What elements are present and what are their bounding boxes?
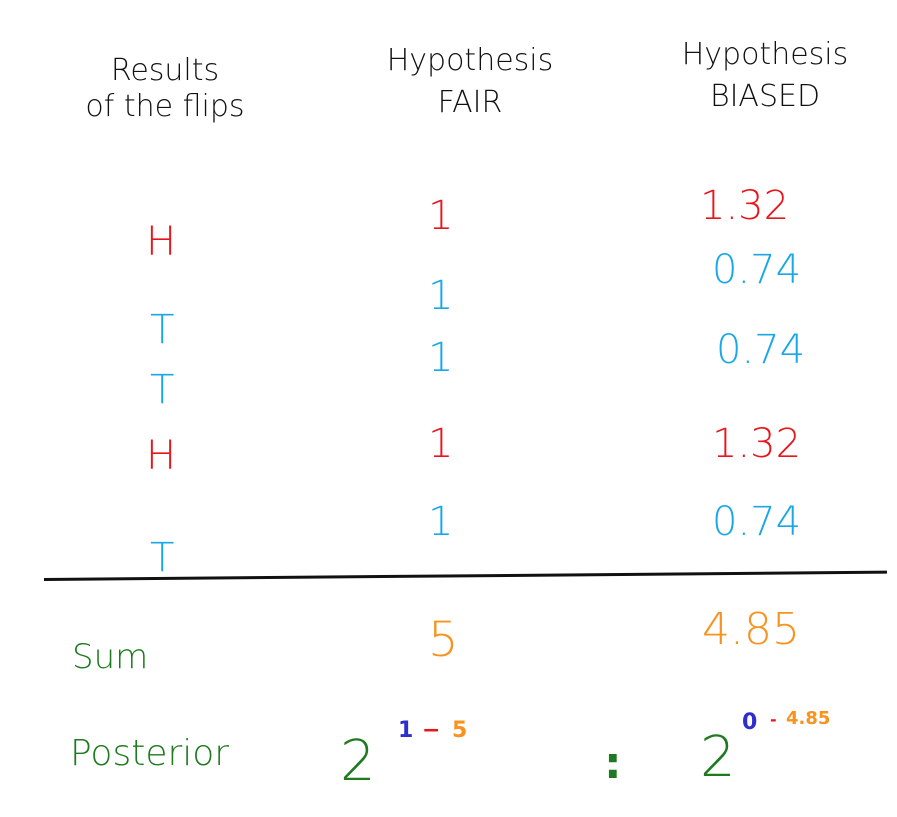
posterior-fair-exp-op: − <box>422 718 441 743</box>
posterior-fair-exp-a: 1 <box>398 718 414 743</box>
biased-2: 0.74 <box>712 247 802 293</box>
fair-2: 1 <box>428 273 454 319</box>
sum-biased: 4.85 <box>702 604 800 655</box>
header-fair-line2: FAIR <box>437 85 503 120</box>
posterior-biased-base: 2 <box>700 725 736 790</box>
biased-5: 0.74 <box>712 499 802 545</box>
header-fair-line1: Hypothesis <box>386 43 554 78</box>
posterior-fair-exp-b: 5 <box>452 718 468 743</box>
header-biased-line2: BIASED <box>709 79 821 114</box>
biased-1: 1.32 <box>700 183 790 229</box>
posterior-biased-exp-a: 0 <box>742 710 758 735</box>
biased-4: 1.32 <box>712 421 802 467</box>
posterior-biased-exp-b: 4.85 <box>786 708 831 729</box>
flip-5: T <box>150 535 175 581</box>
fair-1: 1 <box>428 193 454 239</box>
posterior-biased-exp-op: - <box>770 710 777 729</box>
header-results-line1: Results <box>110 53 220 88</box>
header-biased-line1: Hypothesis <box>681 37 849 72</box>
flip-3: T <box>150 367 175 413</box>
header-fair: Hypothesis FAIR <box>370 46 570 118</box>
biased-3: 0.74 <box>716 327 806 373</box>
flip-1: H <box>146 219 177 265</box>
flip-4: H <box>146 433 177 479</box>
sum-fair: 5 <box>428 612 459 668</box>
header-biased: Hypothesis BIASED <box>665 40 865 112</box>
header-results-line2: of the flips <box>85 89 245 124</box>
sum-label: Sum <box>72 637 149 677</box>
posterior-separator: : <box>604 738 622 789</box>
fair-3: 1 <box>428 335 454 381</box>
header-results: Results of the flips <box>60 56 270 122</box>
fair-5: 1 <box>428 499 454 545</box>
posterior-label: Posterior <box>70 733 230 774</box>
flip-2: T <box>150 307 175 353</box>
posterior-fair-base: 2 <box>340 729 376 794</box>
fair-4: 1 <box>428 421 454 467</box>
